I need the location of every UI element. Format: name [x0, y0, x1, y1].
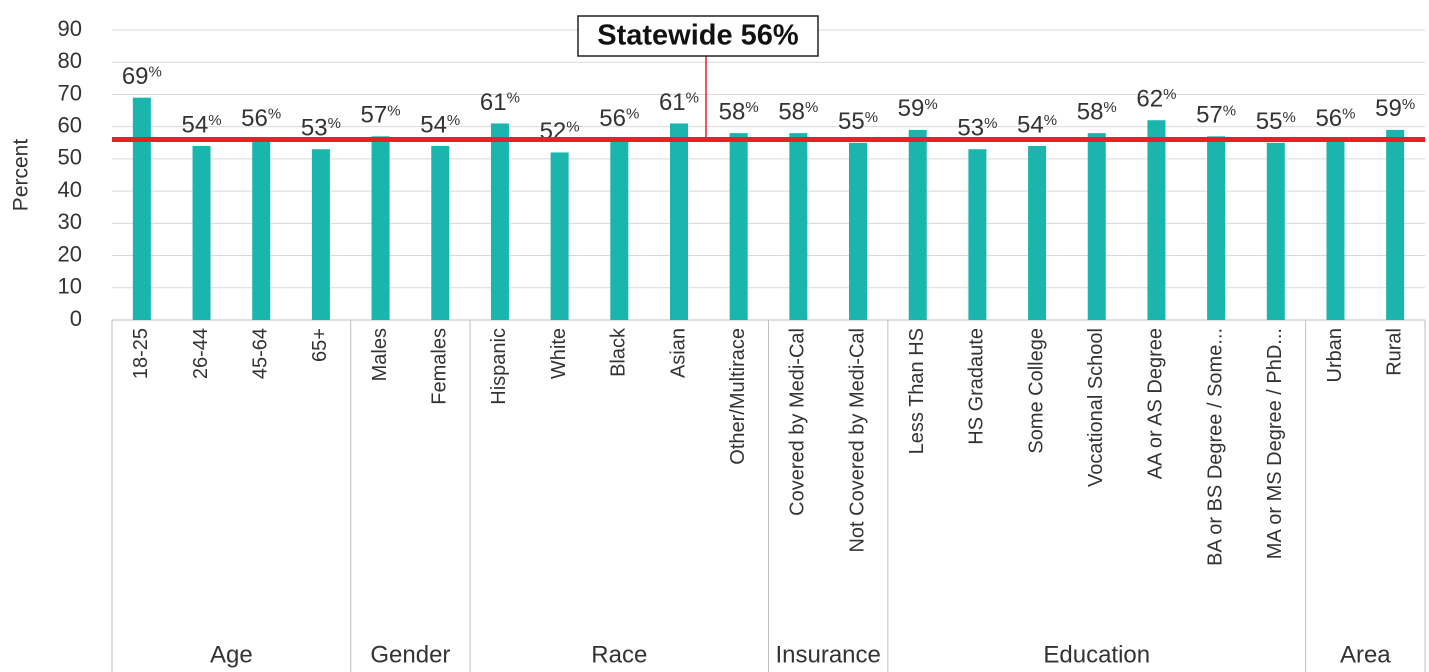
bar [311, 149, 330, 320]
data-label: 61% [480, 89, 520, 116]
data-label: 54% [181, 111, 221, 138]
data-label: 62% [1136, 86, 1176, 113]
annotation-box [577, 15, 819, 57]
y-tick-label: 70 [58, 80, 82, 105]
bar [1326, 139, 1345, 320]
data-label: 59% [1375, 95, 1415, 122]
data-label: 54% [420, 111, 460, 138]
x-tick-label: Vocational School [1085, 328, 1107, 487]
bar [1207, 136, 1226, 320]
bar [192, 146, 211, 320]
group-label: Gender [370, 641, 450, 668]
x-tick-label: Asian [667, 328, 689, 378]
group-label: Area [1340, 641, 1391, 668]
data-label: 55% [1256, 108, 1296, 135]
bar [550, 152, 569, 320]
group-label: Race [591, 641, 647, 668]
annotation: Statewide 56% [597, 20, 799, 52]
bar [610, 139, 629, 320]
y-tick-label: 90 [58, 16, 82, 41]
bar [968, 149, 987, 320]
bar [729, 133, 748, 320]
x-tick-label: Black [608, 327, 630, 377]
data-label: 59% [898, 95, 938, 122]
group-label: Education [1043, 641, 1150, 668]
data-label: 69% [122, 63, 162, 90]
bar [849, 142, 868, 320]
x-tick-label: Males [369, 328, 391, 381]
bar [431, 146, 450, 320]
data-label: 58% [778, 98, 818, 125]
bar [1386, 129, 1405, 320]
data-label: 58% [1077, 98, 1117, 125]
data-label: 58% [719, 98, 759, 125]
data-label: 55% [838, 108, 878, 135]
y-axis-label: Percent [10, 139, 33, 212]
bar [1087, 133, 1106, 320]
x-tick-label: Rural [1383, 328, 1405, 376]
x-tick-label: 18-25 [130, 328, 152, 379]
data-label: 56% [241, 105, 281, 132]
x-tick-label: Covered by Medi-Cal [787, 328, 809, 516]
x-tick-label: BA or BS Degree / Some... [1204, 328, 1226, 566]
x-tick-label: 26-44 [190, 328, 212, 379]
bar [789, 133, 808, 320]
y-tick-label: 10 [58, 274, 82, 299]
bar [1266, 142, 1285, 320]
x-tick-label: Hispanic [488, 328, 510, 405]
group-label: Age [210, 641, 253, 668]
bar [908, 129, 927, 320]
bar [1147, 120, 1166, 320]
x-tick-label: 45-64 [249, 328, 271, 379]
x-tick-label: Not Covered by Medi-Cal [846, 328, 868, 553]
x-tick-label: White [548, 328, 570, 379]
data-label: 56% [1315, 105, 1355, 132]
bar [1028, 146, 1047, 320]
y-tick-label: 40 [58, 177, 82, 202]
y-tick-label: 80 [58, 48, 82, 73]
y-tick-label: 20 [58, 241, 82, 266]
data-label: 57% [1196, 102, 1236, 129]
bar [252, 139, 271, 320]
x-tick-label: Some College [1025, 328, 1047, 454]
data-label: 61% [659, 89, 699, 116]
x-tick-label: Females [429, 328, 451, 405]
x-tick-label: MA or MS Degree / PhD... [1264, 328, 1286, 559]
x-tick-label: AA or AS Degree [1145, 328, 1167, 479]
bar [490, 123, 509, 320]
bar [132, 97, 151, 321]
bar [669, 123, 688, 320]
data-label: 56% [599, 105, 639, 132]
x-tick-label: Urban [1324, 328, 1346, 382]
bar [371, 136, 390, 320]
data-label: 57% [361, 102, 401, 129]
x-tick-label: Other/Multirace [727, 328, 749, 465]
y-tick-label: 0 [70, 306, 82, 331]
x-tick-label: HS Gradaute [966, 328, 988, 445]
data-label: 54% [1017, 111, 1057, 138]
group-label: Insurance [775, 641, 880, 668]
x-tick-label: 65+ [309, 328, 331, 362]
x-tick-label: Less Than HS [906, 328, 928, 454]
y-tick-label: 60 [58, 112, 82, 137]
y-tick-label: 50 [58, 145, 82, 170]
y-tick-label: 30 [58, 209, 82, 234]
